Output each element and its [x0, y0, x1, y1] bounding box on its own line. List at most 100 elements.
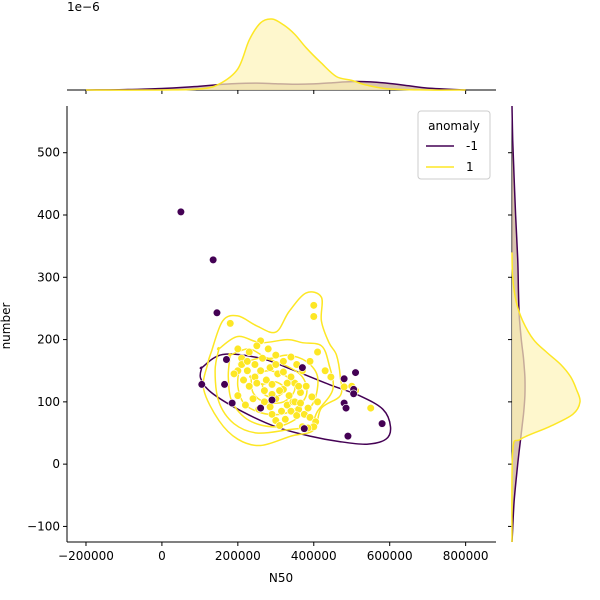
scatter-point-neg1: [256, 403, 265, 413]
y-tick-label: 0: [52, 457, 60, 471]
x-tick-label: 800000: [443, 549, 489, 563]
scatter-point-1: [302, 382, 311, 391]
scatter-point-1: [262, 375, 271, 385]
scatter-point-1: [294, 382, 303, 391]
scatter-point-1: [296, 399, 305, 408]
top-marginal-scale-label: 1e−6: [67, 0, 100, 14]
main-scatter-plot: −200000 0 200000 400000 600000 800000 −100 0 100…: [27, 106, 496, 563]
scatter-point-neg1: [228, 399, 237, 408]
scatter-point-1: [283, 379, 292, 388]
scatter-point-1: [326, 372, 335, 382]
scatter-point-1: [305, 357, 315, 366]
scatter-point-1: [226, 319, 235, 328]
scatter-point-neg1: [341, 403, 351, 413]
scatter-point-1: [279, 357, 288, 366]
scatter-point-1: [313, 347, 322, 357]
y-axis-label: number: [0, 303, 13, 350]
scatter-point-1: [252, 379, 261, 388]
legend-title: anomaly: [428, 119, 480, 133]
scatter-point-1: [243, 366, 252, 375]
right-marginal-density: [508, 105, 581, 543]
scatter-point-1: [321, 366, 330, 375]
scatter-point-1: [277, 407, 286, 416]
scatter-point-1: [229, 369, 239, 378]
scatter-point-1: [233, 344, 242, 354]
scatter-point-1: [252, 341, 261, 350]
scatter-point-1: [340, 382, 349, 392]
scatter-point-1: [286, 407, 296, 416]
legend-box: [417, 110, 491, 180]
scatter-point-neg1: [298, 363, 307, 372]
scatter-point-1: [279, 367, 288, 377]
scatter-point-neg1: [212, 308, 222, 317]
scatter-point-1: [258, 354, 267, 363]
scatter-point-1: [309, 312, 318, 321]
scatter-point-1: [250, 360, 260, 369]
scatter-point-1: [266, 402, 275, 411]
x-axis-label: N50: [269, 571, 293, 585]
y-tick-label: 200: [37, 333, 60, 347]
scatter-point-neg1: [340, 374, 349, 383]
x-tick-label: −200000: [58, 549, 114, 563]
y-tick-label: 100: [37, 395, 60, 409]
kde-contour-1: [202, 291, 343, 447]
scatter-point-1: [366, 403, 375, 413]
scatter-point-1: [305, 413, 315, 422]
y-tick-label: 400: [37, 208, 60, 222]
scatter-point-1: [309, 301, 318, 310]
scatter-point-1: [307, 392, 316, 401]
scatter-point-neg1: [209, 255, 218, 264]
scatter-point-1: [275, 386, 284, 395]
x-tick-label: 400000: [291, 549, 337, 563]
x-tick-label: 0: [158, 549, 166, 563]
x-tick-label: 200000: [215, 549, 261, 563]
legend: anomaly -1 1: [417, 110, 491, 180]
scatter-point-1: [256, 366, 265, 375]
scatter-point-1: [239, 375, 248, 385]
top-marginal-density: [67, 18, 496, 94]
scatter-point-1: [245, 347, 254, 357]
scatter-point-1: [260, 386, 269, 395]
scatter-point-neg1: [349, 389, 358, 398]
kde-contour-1: [249, 369, 296, 404]
x-tick-label: 600000: [367, 549, 413, 563]
scatter-point-1: [303, 403, 313, 413]
scatter-point-1: [286, 372, 296, 382]
scatter-point-1: [275, 421, 284, 430]
scatter-point-1: [267, 410, 277, 419]
scatter-point-1: [284, 391, 294, 400]
scatter-point-1: [271, 351, 280, 360]
kde-contour-1: [214, 335, 335, 434]
legend-label-neg1: -1: [466, 139, 478, 153]
scatter-point-neg1: [300, 424, 309, 433]
scatter-point-1: [292, 411, 301, 420]
scatter-point-1: [243, 357, 252, 366]
right-density-line-1: [511, 252, 581, 543]
scatter-point-neg1: [220, 380, 229, 389]
legend-label-1: 1: [466, 160, 474, 174]
scatter-point-neg1: [176, 207, 185, 216]
kde-contour-neg1: [199, 353, 392, 446]
scatter-point-1: [271, 360, 280, 369]
scatter-point-1: [248, 394, 258, 403]
scatter-point-neg1: [197, 380, 206, 389]
top-density-fill-1: [86, 18, 466, 91]
y-tick-label: 300: [37, 270, 60, 284]
scatter-point-1: [245, 382, 254, 391]
scatter-point-neg1: [351, 368, 360, 377]
scatter-point-1: [264, 344, 273, 354]
scatter-point-neg1: [222, 355, 231, 364]
scatter-point-1: [286, 352, 296, 362]
scatter-point-1: [241, 400, 250, 410]
right-density-fill-1: [511, 252, 581, 542]
top-density-line-1: [85, 18, 466, 91]
scatter-point-1: [233, 391, 242, 400]
y-tick-label: 500: [37, 146, 60, 160]
scatter-point-1: [260, 397, 269, 406]
scatter-point-neg1: [343, 432, 353, 441]
y-tick-label: −100: [27, 519, 60, 533]
scatter-point-1: [267, 380, 277, 389]
scatter-point-1: [281, 415, 290, 424]
scatter-point-neg1: [378, 419, 387, 428]
